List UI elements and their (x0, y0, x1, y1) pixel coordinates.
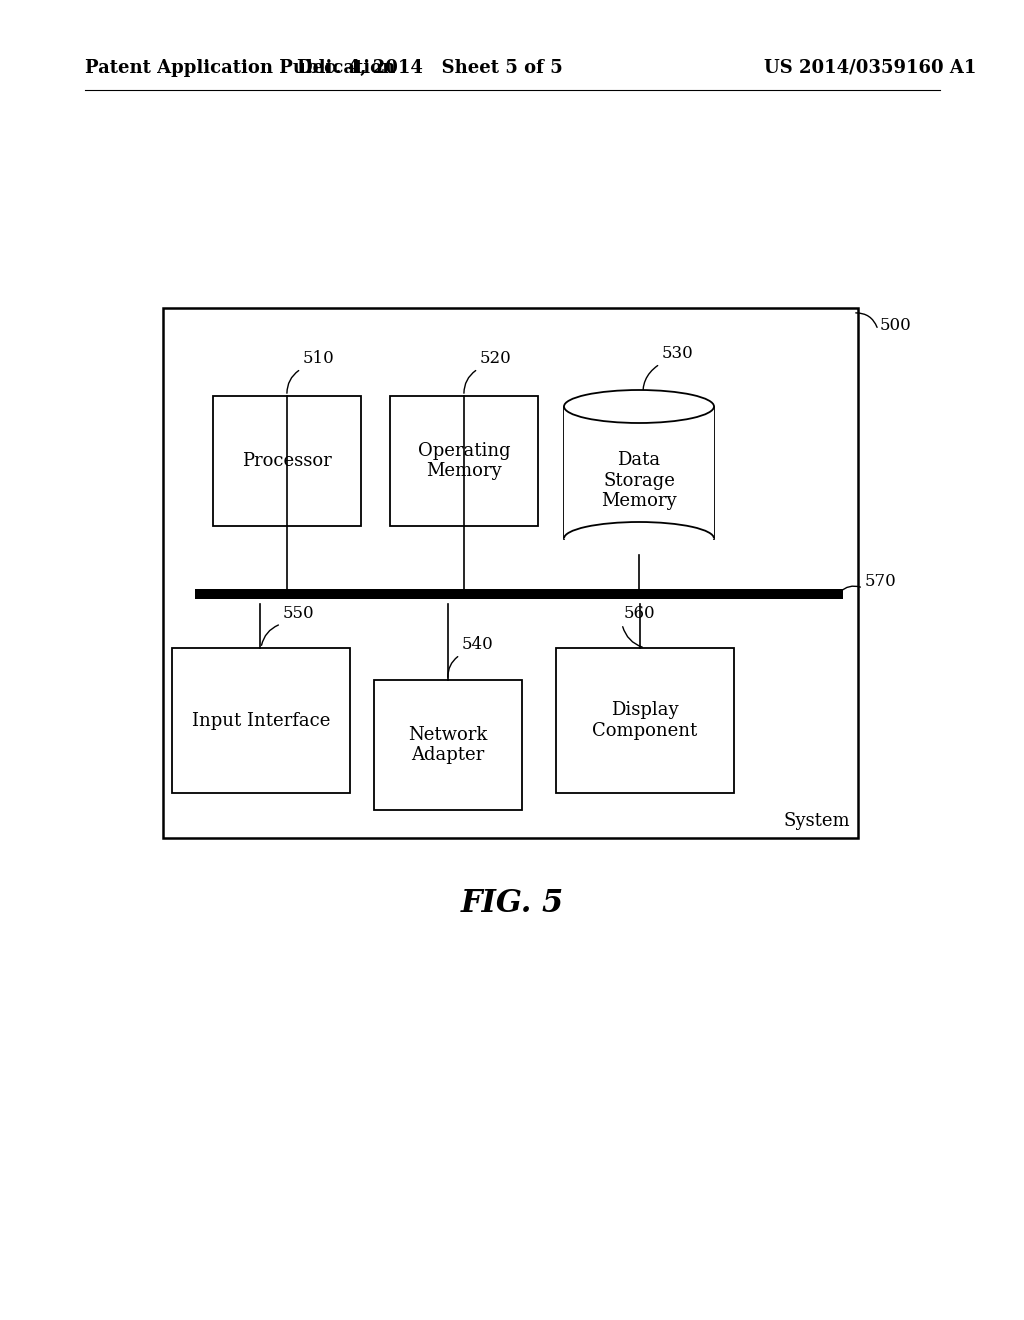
Ellipse shape (564, 389, 714, 422)
Text: Network
Adapter: Network Adapter (409, 726, 487, 764)
Text: 530: 530 (662, 345, 693, 362)
Text: Processor: Processor (242, 451, 332, 470)
Text: Patent Application Publication: Patent Application Publication (85, 59, 395, 77)
Bar (374, 680, 522, 810)
Text: Display
Component: Display Component (592, 701, 697, 741)
Text: Input Interface: Input Interface (191, 711, 330, 730)
Text: 550: 550 (283, 605, 314, 622)
Bar (172, 648, 350, 793)
Text: 540: 540 (462, 636, 494, 653)
Text: Operating
Memory: Operating Memory (418, 442, 510, 480)
Text: Data
Storage
Memory: Data Storage Memory (601, 450, 677, 511)
Text: 500: 500 (880, 318, 911, 334)
Text: 560: 560 (624, 605, 655, 622)
Bar (163, 308, 858, 838)
Text: 520: 520 (480, 350, 512, 367)
Text: 510: 510 (303, 350, 335, 367)
Text: Dec. 4, 2014   Sheet 5 of 5: Dec. 4, 2014 Sheet 5 of 5 (297, 59, 563, 77)
Text: System: System (783, 812, 850, 830)
Text: 570: 570 (865, 573, 897, 590)
Bar (213, 396, 361, 525)
Bar (390, 396, 538, 525)
Bar (564, 407, 714, 539)
Bar (556, 648, 734, 793)
Text: US 2014/0359160 A1: US 2014/0359160 A1 (764, 59, 976, 77)
Text: FIG. 5: FIG. 5 (461, 887, 563, 919)
Bar (195, 589, 843, 599)
